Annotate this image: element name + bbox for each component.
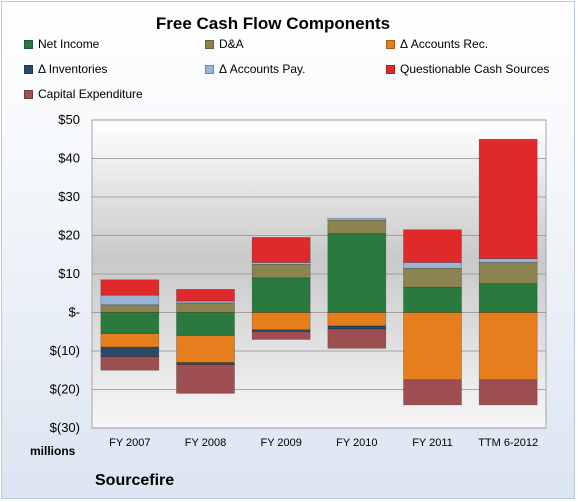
legend-swatch	[24, 64, 33, 74]
bar-segment	[403, 379, 462, 406]
bar-segment	[478, 262, 538, 284]
legend-swatch	[205, 64, 214, 74]
legend-swatch	[24, 89, 33, 99]
legend-swatch	[386, 39, 395, 49]
y-tick-label: $(10)	[50, 343, 80, 358]
legend-swatch	[24, 39, 33, 49]
chart-title: Free Cash Flow Components	[155, 14, 391, 33]
bar-segment	[176, 364, 235, 394]
bar-segment	[100, 312, 160, 334]
bar-segment	[100, 333, 160, 348]
legend-swatch	[205, 39, 214, 49]
y-tick-label: $30	[58, 189, 80, 204]
legend-label: Δ Accounts Pay.	[219, 62, 306, 76]
y-tick-label: $(30)	[50, 420, 80, 435]
legend-label: Δ Accounts Rec.	[400, 37, 489, 51]
bar-segment	[176, 362, 235, 365]
bar-segment	[176, 289, 235, 302]
bar-segment	[478, 258, 538, 263]
bar-segment	[327, 217, 387, 221]
legend-item: D&A	[205, 37, 244, 51]
bar-segment	[327, 233, 387, 313]
units-label: millions	[30, 444, 76, 458]
bar-segment	[176, 335, 235, 363]
bar-segment	[251, 331, 311, 340]
bar-segment	[100, 279, 160, 296]
legend-label: Capital Expenditure	[38, 87, 143, 101]
company-label: Sourcefire	[95, 472, 175, 489]
legend-label: D&A	[219, 37, 244, 51]
legend-item: Questionable Cash Sources	[386, 62, 549, 76]
bar-segment	[251, 237, 311, 263]
bar-segment	[327, 328, 387, 349]
bar-segment	[251, 277, 311, 313]
legend-label: Questionable Cash Sources	[400, 62, 550, 76]
bar-segment	[327, 219, 387, 234]
bar-segment	[478, 379, 538, 406]
bar-segment	[176, 302, 235, 313]
bar-segment	[403, 267, 462, 288]
bar-segment	[478, 283, 538, 313]
bar-segment	[403, 312, 462, 381]
bar-segment	[100, 294, 160, 306]
y-tick-label: $40	[58, 151, 80, 166]
y-tick-label: $-	[68, 305, 80, 320]
x-tick-label: FY 2009	[260, 437, 301, 449]
bar-segment	[251, 264, 311, 279]
legend-item: Δ Accounts Rec.	[386, 37, 488, 51]
bar-segment	[100, 304, 160, 313]
legend-label: Net Income	[38, 37, 100, 51]
legend-label: Δ Inventories	[38, 62, 108, 76]
bar-segment	[176, 312, 235, 336]
bar-segment	[251, 312, 311, 331]
x-tick-label: FY 2008	[185, 437, 226, 449]
x-tick-label: TTM 6-2012	[478, 437, 538, 449]
y-tick-label: $(20)	[50, 382, 80, 397]
bar-segment	[478, 138, 538, 259]
chart-legend: Net Income D&A Δ Accounts Rec. Δ Inventorie…	[0, 0, 578, 110]
x-tick-label: FY 2011	[412, 437, 453, 449]
bar-segment	[100, 356, 160, 371]
y-tick-label: $20	[58, 228, 80, 243]
y-tick-label: $10	[58, 266, 80, 281]
bar-segment	[403, 229, 462, 263]
bar-segment	[176, 300, 235, 304]
legend-item: Δ Accounts Pay.	[205, 62, 306, 76]
legend-item: Net Income	[24, 37, 99, 51]
bar-segment	[403, 262, 462, 269]
legend-item: Δ Inventories	[24, 62, 107, 76]
x-tick-label: FY 2007	[109, 437, 150, 449]
bar-segment	[478, 312, 538, 381]
bar-segment	[100, 346, 160, 358]
legend-swatch	[386, 64, 395, 74]
y-tick-label: $50	[58, 112, 80, 127]
x-tick-label: FY 2010	[336, 437, 377, 449]
legend-item: Capital Expenditure	[24, 87, 143, 101]
bar-segment	[403, 287, 462, 313]
bar-segment	[327, 312, 387, 327]
bar-segment	[327, 325, 387, 330]
